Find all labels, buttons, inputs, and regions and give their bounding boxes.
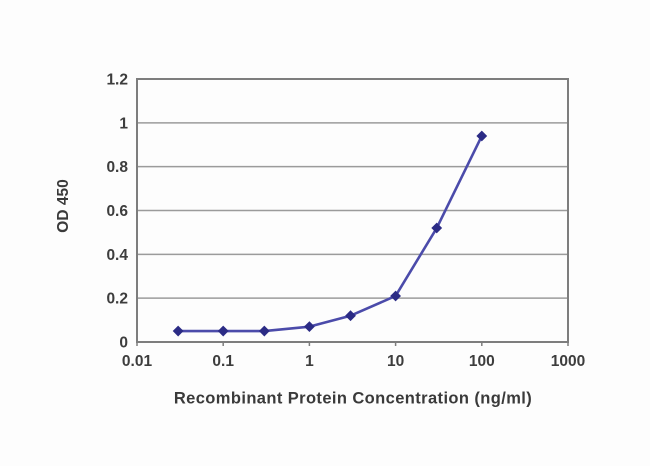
data-point-marker xyxy=(258,325,270,337)
x-axis-title: Recombinant Protein Concentration (ng/ml… xyxy=(173,389,533,408)
x-tick-label: 0.01 xyxy=(122,353,153,370)
y-tick-label: 1 xyxy=(119,115,128,132)
data-point-marker xyxy=(390,290,401,302)
y-tick-label: 0 xyxy=(119,334,128,351)
data-point-marker xyxy=(217,325,229,337)
series-line xyxy=(176,134,484,333)
y-tick-label: 0.4 xyxy=(106,247,128,264)
x-tick-label: 1 xyxy=(305,353,314,370)
x-tick-label: 10 xyxy=(387,353,404,370)
data-point-marker xyxy=(304,321,315,333)
y-tick-label: 0.2 xyxy=(106,291,128,308)
data-point-marker xyxy=(476,130,488,142)
x-tick-label: 100 xyxy=(469,353,495,370)
x-tick-label: 0.1 xyxy=(212,353,234,370)
y-tick-label: 1.2 xyxy=(106,71,128,88)
data-point-marker xyxy=(345,310,356,322)
y-tick-label: 0.8 xyxy=(106,159,128,176)
data-point-marker xyxy=(172,325,184,337)
y-tick-label: 0.6 xyxy=(106,203,128,220)
plot-border xyxy=(136,78,569,343)
data-point-marker xyxy=(431,222,443,234)
y-axis-title: OD 450 xyxy=(55,179,72,233)
x-tick-label: 1000 xyxy=(551,353,585,370)
